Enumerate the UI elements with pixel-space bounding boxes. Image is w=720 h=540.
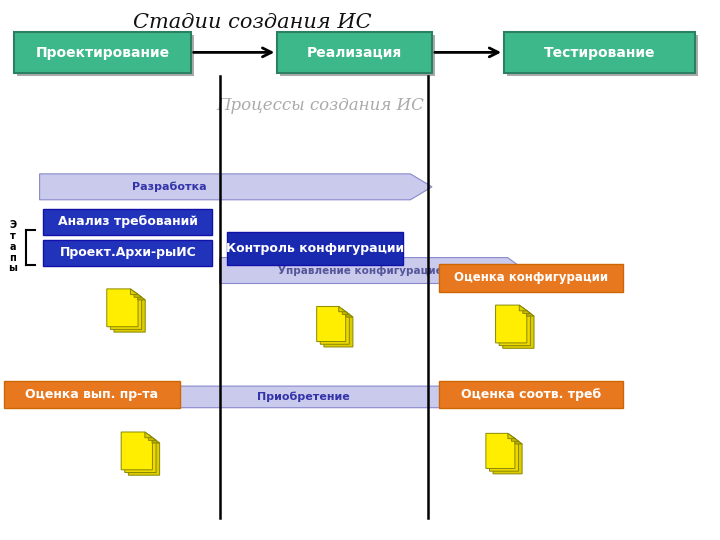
Text: Стадии создания ИС: Стадии создания ИС <box>132 14 372 32</box>
Polygon shape <box>342 309 349 314</box>
Polygon shape <box>134 292 142 297</box>
Polygon shape <box>40 386 536 408</box>
Text: Тестирование: Тестирование <box>544 46 655 59</box>
FancyBboxPatch shape <box>43 240 212 266</box>
FancyBboxPatch shape <box>17 35 194 76</box>
Polygon shape <box>508 433 515 438</box>
FancyBboxPatch shape <box>507 35 698 76</box>
FancyBboxPatch shape <box>439 264 623 292</box>
Polygon shape <box>40 174 432 200</box>
Polygon shape <box>324 312 353 347</box>
Polygon shape <box>526 310 534 316</box>
Text: Разработка: Разработка <box>132 181 207 192</box>
FancyBboxPatch shape <box>504 32 695 73</box>
Polygon shape <box>121 432 153 470</box>
Text: Э
т
а
п
ы: Э т а п ы <box>9 220 17 273</box>
Polygon shape <box>519 305 527 311</box>
Text: Проект.Архи-рыИС: Проект.Архи-рыИС <box>60 246 196 259</box>
Polygon shape <box>317 306 346 341</box>
FancyBboxPatch shape <box>277 32 432 73</box>
Polygon shape <box>220 258 526 284</box>
Polygon shape <box>486 433 515 468</box>
Polygon shape <box>490 436 518 471</box>
FancyBboxPatch shape <box>14 32 191 73</box>
Polygon shape <box>110 292 142 329</box>
Text: Проектирование: Проектирование <box>35 46 170 59</box>
Text: Управление конфигурацией: Управление конфигурацией <box>278 266 449 275</box>
Polygon shape <box>125 435 156 472</box>
Polygon shape <box>148 435 156 441</box>
Polygon shape <box>128 437 160 475</box>
Polygon shape <box>320 309 349 345</box>
Text: Процессы создания ИС: Процессы создания ИС <box>216 97 424 114</box>
Text: Оценка соотв. треб: Оценка соотв. треб <box>461 388 601 401</box>
Text: Оценка конфигурации: Оценка конфигурации <box>454 271 608 284</box>
FancyBboxPatch shape <box>227 232 403 265</box>
Text: Контроль конфигурации: Контроль конфигурации <box>226 242 404 255</box>
Text: Реализация: Реализация <box>307 46 402 59</box>
Polygon shape <box>346 312 353 317</box>
Polygon shape <box>523 308 531 313</box>
Polygon shape <box>130 289 138 295</box>
Polygon shape <box>107 289 138 327</box>
Polygon shape <box>503 310 534 348</box>
FancyBboxPatch shape <box>43 209 212 235</box>
FancyBboxPatch shape <box>280 35 435 76</box>
Polygon shape <box>152 437 160 443</box>
Polygon shape <box>114 294 145 332</box>
Text: Анализ требований: Анализ требований <box>58 215 198 228</box>
Polygon shape <box>511 436 518 441</box>
Polygon shape <box>338 306 346 312</box>
Polygon shape <box>493 438 522 474</box>
Polygon shape <box>499 308 531 346</box>
FancyBboxPatch shape <box>4 381 180 408</box>
Polygon shape <box>515 438 522 444</box>
Polygon shape <box>138 294 145 300</box>
Text: Приобретение: Приобретение <box>256 392 349 402</box>
FancyBboxPatch shape <box>439 381 623 408</box>
Text: Оценка вып. пр-та: Оценка вып. пр-та <box>25 388 158 401</box>
Polygon shape <box>145 432 153 437</box>
Polygon shape <box>495 305 527 343</box>
